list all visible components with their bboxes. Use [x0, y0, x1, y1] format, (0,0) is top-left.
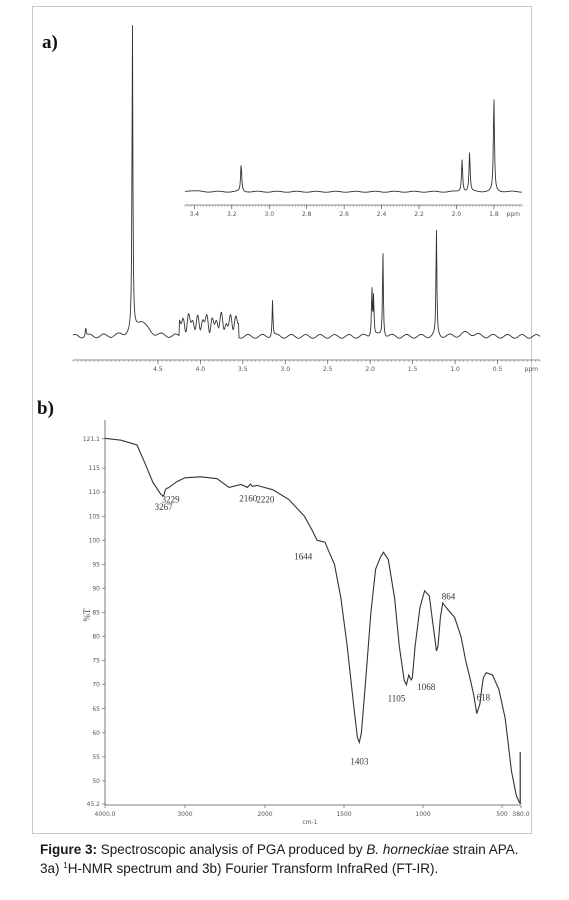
ir-y-tick-label: 100 [89, 537, 101, 544]
ir-y-tick-label: 55 [92, 754, 100, 761]
ir-y-tick-label: 115 [89, 465, 101, 472]
nmr-inset-tick-label: 3.2 [227, 211, 237, 218]
panel-b-label: b) [37, 398, 54, 419]
ir-spectrum-line [104, 437, 522, 805]
nmr-main-tick-label: 0.5 [493, 366, 503, 373]
caption-text-3: H-NMR spectrum and 3b) Fourier Transform… [67, 861, 439, 876]
panel-a-label: a) [42, 32, 58, 53]
ir-y-tick-label: 80 [92, 634, 100, 641]
ir-peak-label: 1068 [417, 682, 436, 692]
nmr-inset-tick-label: 3.4 [190, 211, 200, 218]
nmr-inset-spectrum-line [185, 99, 522, 193]
ir-y-tick-label: 95 [92, 561, 100, 568]
ir-y-tick-label: 90 [92, 585, 100, 592]
ir-x-tick-label: 1500 [336, 811, 351, 818]
nmr-main-tick-label: 3.5 [238, 366, 248, 373]
figure-caption: Figure 3: Spectroscopic analysis of PGA … [40, 840, 540, 878]
ir-peak-label: 2160 [239, 493, 258, 503]
nmr-main-tick-label: 4.0 [196, 366, 206, 373]
nmr-main-unit-label: ppm [525, 366, 539, 373]
caption-superscript: 1 [63, 861, 68, 870]
ir-peak-label: 1644 [294, 551, 313, 561]
nmr-inset-tick-label: 2.4 [377, 211, 387, 218]
nmr-main-tick-label: 4.5 [153, 366, 163, 373]
ir-y-tick-label: 45.2 [87, 801, 101, 808]
nmr-main-tick-label: 1.5 [408, 366, 418, 373]
ir-peak-label: 3267 [155, 502, 174, 512]
ir-y-tick-label: 50 [92, 778, 100, 785]
ir-x-tick-label: 4000.0 [95, 811, 116, 818]
ftir-spectrum: 4000.0 3000 2000 1500 1000 500 380.0 cm-1 121.1 1… [82, 420, 530, 826]
ir-peak-label: 618 [477, 692, 491, 702]
ir-x-tick-label: 3000 [177, 811, 192, 818]
ir-y-tick-label: 65 [92, 706, 100, 713]
ir-peak-label: 1403 [350, 756, 369, 766]
nmr-inset-tick-label: 1.8 [489, 211, 499, 218]
caption-text-2: strain APA. 3a) [40, 842, 519, 876]
ir-peak-label: 3229 [162, 494, 181, 504]
caption-label: Figure 3: [40, 842, 98, 857]
ir-x-tick-label: 1000 [415, 811, 430, 818]
ir-peak-label: 864 [442, 591, 456, 601]
ir-y-tick-label: 70 [92, 682, 100, 689]
ir-x-tick-label: 380.0 [512, 811, 529, 818]
ir-x-axis-label: cm-1 [302, 819, 317, 826]
ir-y-axis-label: %T [82, 608, 92, 621]
ir-y-tick-label: 75 [92, 658, 100, 665]
nmr-main-tick-label: 1.0 [450, 366, 460, 373]
ir-y-tick-label: 85 [92, 610, 100, 617]
ir-x-tick-label: 500 [496, 811, 508, 818]
ir-y-tick-label: 105 [89, 513, 101, 520]
ir-y-tick-label: 60 [92, 730, 100, 737]
ir-y-tick-label: 110 [89, 489, 101, 496]
nmr-main-tick-label: 2.5 [323, 366, 333, 373]
ir-peak-label: 2220 [256, 494, 275, 504]
nmr-main-spectrum-line [72, 25, 541, 339]
caption-species: B. horneckiae [366, 842, 449, 857]
nmr-inset-unit-label: ppm [507, 211, 521, 218]
nmr-main-tick-label: 2.0 [365, 366, 375, 373]
nmr-inset-tick-label: 2.6 [339, 211, 349, 218]
nmr-inset-tick-label: 2.2 [414, 211, 424, 218]
nmr-main-tick-label: 3.0 [280, 366, 290, 373]
nmr-spectrum: 4.5 4.0 3.5 3.0 2.5 2.0 1.5 1.0 0.5 ppm 3.4 3.2 3.0 2… [72, 25, 541, 373]
caption-text-1: Spectroscopic analysis of PGA produced b… [97, 842, 367, 857]
figure-frame [32, 6, 532, 834]
ir-peak-label: 1105 [388, 694, 406, 704]
nmr-inset-tick-label: 3.0 [264, 211, 274, 218]
ir-x-tick-label: 2000 [257, 811, 272, 818]
ir-y-tick-label: 121.1 [83, 436, 100, 443]
nmr-inset-tick-label: 2.8 [302, 211, 312, 218]
nmr-inset-tick-label: 2.0 [452, 211, 462, 218]
